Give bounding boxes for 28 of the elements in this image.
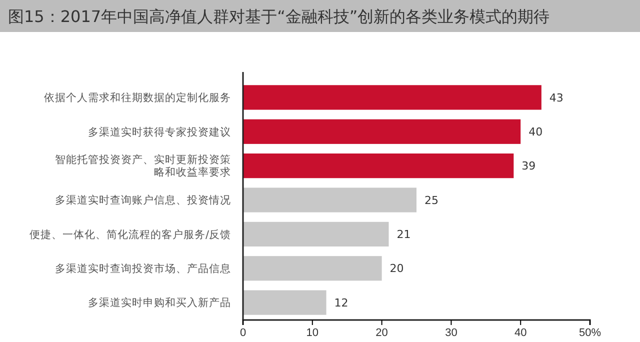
y-tick-label: 智能托管投资资产、实时更新投资策略和收益率要求 [55,152,231,179]
data-label: 43 [549,91,564,104]
data-label: 12 [334,296,348,310]
y-tick-label: 多渠道实时获得专家投资建议 [88,125,231,138]
data-label: 21 [396,228,411,242]
chart-title: 图15：2017年中国高净值人群对基于“金融科技”创新的各类业务模式的期待 [8,7,550,26]
y-tick-label: 多渠道实时申购和买入新产品 [88,296,231,310]
x-tick-label: 40 [514,326,527,339]
x-tick-label: 20 [376,326,388,339]
y-tick-label: 多渠道实时查询投资市场、产品信息 [55,262,231,276]
data-label: 20 [390,262,404,276]
bar [243,188,416,212]
y-tick-label: 便捷、一体化、简化流程的客户服务/反馈 [29,228,231,241]
x-tick-label: 50% [578,326,602,339]
bar [243,154,514,178]
bar [243,222,389,246]
bar [243,290,326,315]
data-label: 25 [424,194,438,207]
x-tick-label: 10 [306,326,319,339]
y-tick-label: 多渠道实时查询账户信息、投资情况 [55,194,231,207]
bar [243,119,521,144]
bar [243,85,542,110]
x-tick-label: 30 [445,326,458,339]
data-label: 39 [522,160,536,173]
bar [243,256,382,281]
x-tick-label: 0 [240,326,246,339]
data-label: 40 [528,125,543,138]
y-tick-label: 依据个人需求和往期数据的定制化服务 [44,91,231,104]
